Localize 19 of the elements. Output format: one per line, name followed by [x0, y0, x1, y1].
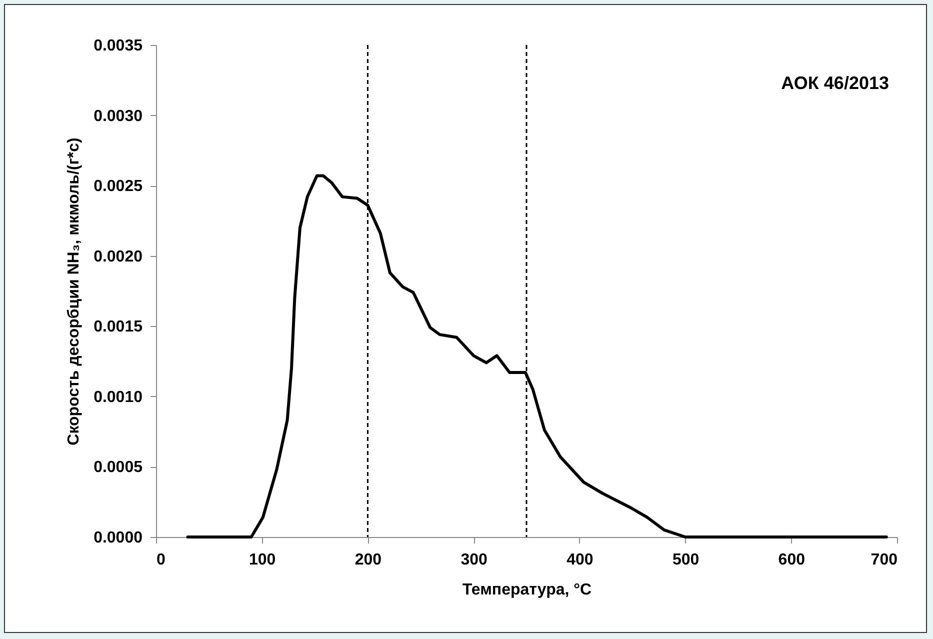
y-tick-label: 0.0005 [94, 459, 143, 476]
x-tick-label: 600 [778, 552, 806, 568]
x-tick-label: 300 [460, 552, 488, 568]
y-axis-title: Скорость десорбции NH₃, мкмоль/(г*с) [66, 138, 83, 446]
x-tick-label: 700 [870, 552, 898, 568]
y-tick-label: 0.0030 [94, 108, 143, 125]
y-tick-label: 0.0020 [94, 248, 143, 266]
x-tick-label: 100 [249, 552, 276, 568]
y-tick-label: 0.0035 [94, 38, 143, 54]
x-tick-label: 0 [156, 552, 166, 568]
annotation: АОК 46/2013 [781, 73, 889, 93]
y-tick-label: 0.0025 [94, 178, 143, 196]
y-tick-label: 0.0010 [94, 388, 143, 406]
x-tick-label: 200 [354, 552, 382, 568]
y-tick-label: 0.0000 [94, 530, 143, 546]
y-tick-label: 0.0015 [94, 318, 143, 336]
x-tick-label: 400 [566, 552, 594, 568]
x-tick-label: 500 [672, 552, 700, 568]
x-axis-title: Температура, °C [462, 582, 592, 598]
